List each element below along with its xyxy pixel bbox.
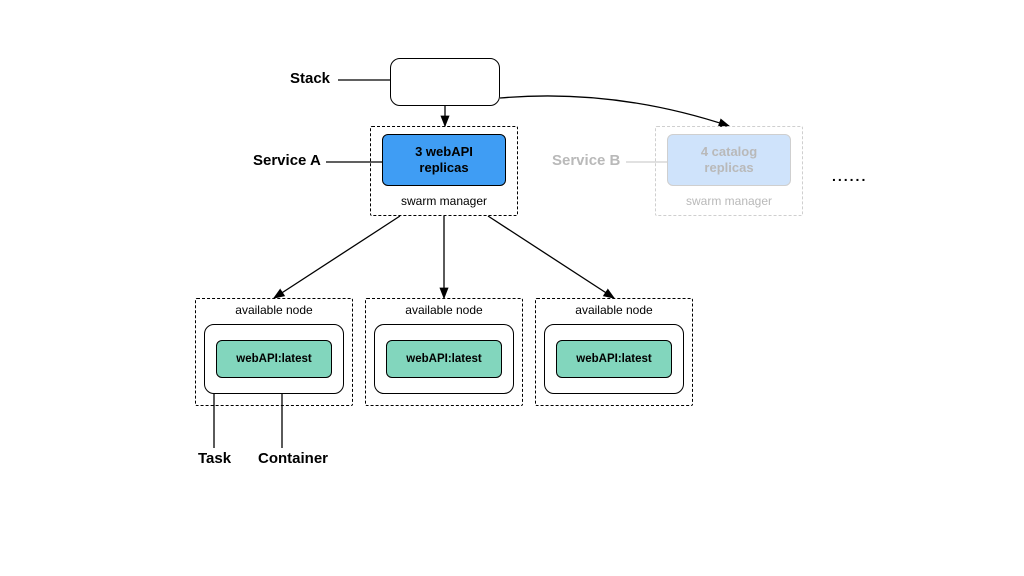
service-a-box: 3 webAPI replicas <box>382 134 506 186</box>
service-b-line2: replicas <box>704 160 753 176</box>
service-a-caption: swarm manager <box>370 194 518 208</box>
stack-label: Stack <box>290 70 330 87</box>
stack-box <box>390 58 500 106</box>
container-box-1: webAPI:latest <box>386 340 502 378</box>
container-label: Container <box>258 450 328 467</box>
service-a-line1: 3 webAPI <box>415 144 473 160</box>
ellipsis-label: ...... <box>832 168 867 184</box>
service-b-line1: 4 catalog <box>701 144 757 160</box>
service-b-box: 4 catalog replicas <box>667 134 791 186</box>
node-caption-1: available node <box>365 303 523 317</box>
container-box-2: webAPI:latest <box>556 340 672 378</box>
service-a-label: Service A <box>253 152 321 169</box>
node-caption-0: available node <box>195 303 353 317</box>
edges-layer <box>0 0 1024 576</box>
container-box-0: webAPI:latest <box>216 340 332 378</box>
service-b-label: Service B <box>552 152 620 169</box>
service-a-line2: replicas <box>419 160 468 176</box>
task-label: Task <box>198 450 231 467</box>
service-b-caption: swarm manager <box>655 194 803 208</box>
node-caption-2: available node <box>535 303 693 317</box>
